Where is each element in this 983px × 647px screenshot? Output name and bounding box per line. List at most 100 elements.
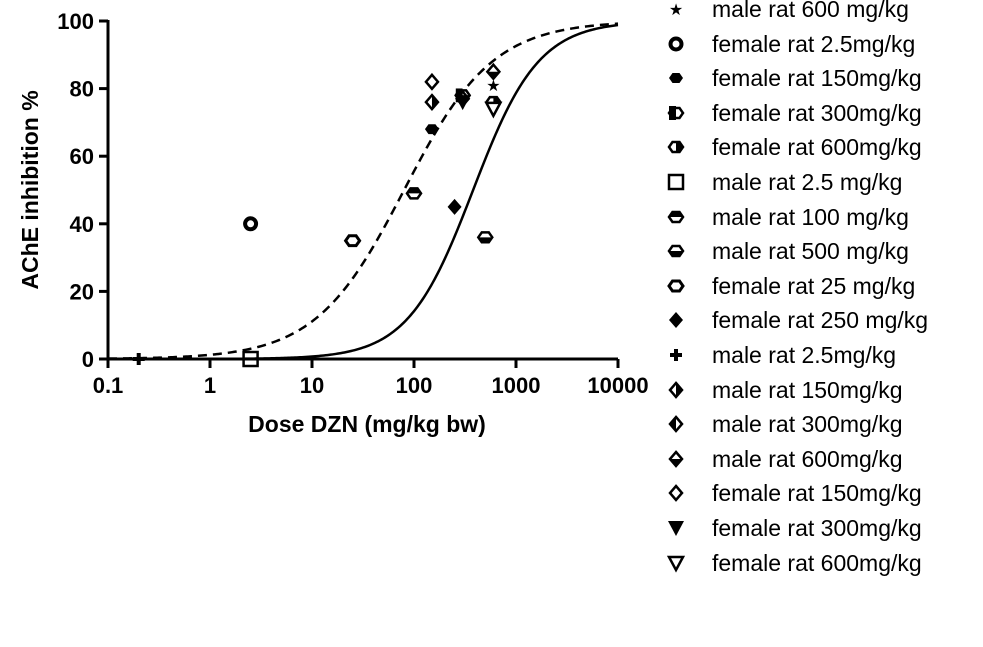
legend-marker: ★ (669, 0, 683, 19)
legend-label: male rat 2.5mg/kg (712, 341, 897, 368)
legend-marker-shape (668, 520, 684, 536)
legend-label: female rat 150mg/kg (712, 480, 922, 507)
legend-marker-shape (668, 484, 684, 503)
legend-marker (667, 279, 685, 293)
x-tick-label: 0.1 (93, 373, 124, 398)
legend-label: female rat 250 mg/kg (712, 307, 929, 334)
legend-marker (668, 484, 684, 503)
legend-item: female rat 600mg/kg (660, 129, 983, 164)
legend-label: female rat 300mg/kg (712, 514, 922, 541)
y-tick-label: 100 (57, 9, 94, 34)
data-point (424, 72, 440, 91)
legend-item: female rat 150mg/kg (660, 60, 983, 95)
legend-item: female rat 250 mg/kg (660, 302, 983, 337)
svg-text:★: ★ (486, 76, 500, 95)
legend-marker-shape (667, 244, 685, 258)
legend-marker-shape (667, 141, 685, 154)
x-tick-label: 1 (204, 373, 216, 398)
legend-label: male rat 150mg/kg (712, 376, 903, 403)
legend-item: male rat 2.5 mg/kg (660, 164, 983, 199)
legend-item: female rat 600mg/kg (660, 545, 983, 580)
legend-item: male rat 500 mg/kg (660, 233, 983, 268)
legend-item: male rat 2.5mg/kg (660, 337, 983, 372)
legend-marker (667, 244, 685, 258)
legend-item: female rat 2.5mg/kg (660, 26, 983, 61)
legend-item: male rat 150mg/kg (660, 372, 983, 407)
legend-marker-shape (668, 380, 684, 399)
fitted-curves (107, 22, 619, 361)
legend-label: female rat 300mg/kg (712, 99, 922, 126)
legend-marker-shape (668, 449, 684, 468)
legend-marker-shape (669, 312, 683, 329)
legend-item: female rat 300mg/kg (660, 95, 983, 130)
legend-item: male rat 600mg/kg (660, 441, 983, 476)
y-tick-label: 60 (70, 144, 94, 169)
chart-legend: ★ male rat 600 mg/kg female rat 2.5mg/kg fe… (660, 0, 983, 579)
x-tick-label: 10000 (587, 373, 648, 398)
legend-marker (667, 141, 685, 154)
legend-item: male rat 100 mg/kg (660, 199, 983, 234)
legend-marker (669, 312, 683, 329)
data-point (454, 95, 471, 111)
legend-marker-shape (667, 210, 685, 223)
y-tick-label: 40 (70, 212, 94, 237)
legend-item: ★ male rat 600 mg/kg (660, 0, 983, 26)
legend-marker (668, 520, 684, 536)
data-point (447, 198, 462, 215)
data-point (485, 62, 502, 81)
data-point (243, 216, 259, 232)
legend-marker-shape (669, 73, 683, 84)
legend-marker (668, 36, 684, 52)
data-point (132, 353, 145, 365)
legend-item: male rat 300mg/kg (660, 406, 983, 441)
legend-label: male rat 500 mg/kg (712, 238, 909, 265)
svg-text:★: ★ (669, 0, 683, 19)
legend-item: female rat 300mg/kg (660, 510, 983, 545)
legend-marker (666, 555, 686, 573)
data-point (424, 124, 439, 135)
solid-fit-curve (107, 23, 619, 361)
legend-marker-shape (668, 415, 684, 434)
legend-marker (670, 348, 682, 361)
legend-marker (667, 173, 685, 191)
legend-label: female rat 2.5mg/kg (712, 30, 916, 57)
legend-marker (668, 415, 684, 434)
y-axis-label: AChE inhibition % (17, 90, 43, 289)
legend-marker (668, 449, 684, 468)
legend-marker-shape: ★ (669, 0, 683, 19)
chart-axes: 0 20 40 60 80 100 0.1 1 10 100 1000 10000 (57, 9, 648, 398)
data-point (242, 350, 259, 368)
data-point (343, 234, 362, 248)
x-tick-label: 100 (396, 373, 433, 398)
data-point (424, 93, 440, 112)
legend-label: female rat 600mg/kg (712, 549, 922, 576)
legend-label: female rat 150mg/kg (712, 65, 922, 92)
legend-item: female rat 150mg/kg (660, 475, 983, 510)
y-tick-label: 20 (70, 279, 94, 304)
legend-label: male rat 100 mg/kg (712, 203, 909, 230)
y-tick-label: 0 (82, 347, 94, 372)
legend-marker (667, 102, 685, 124)
legend-marker-shape (668, 36, 684, 52)
legend-marker-shape (667, 106, 685, 120)
data-points: ★ (132, 62, 503, 368)
x-tick-label: 1000 (492, 373, 541, 398)
legend-marker-shape (667, 279, 685, 293)
y-tick-label: 80 (70, 77, 94, 102)
data-point (484, 101, 503, 119)
legend-marker-shape (666, 555, 686, 573)
chart-plot: 0 20 40 60 80 100 0.1 1 10 100 1000 10000 ★ Dose DZ… (17, 9, 649, 437)
legend-label: female rat 25 mg/kg (712, 272, 916, 299)
legend-marker (668, 380, 684, 399)
data-point: ★ (486, 76, 500, 95)
legend-marker-shape (670, 348, 682, 361)
legend-label: male rat 2.5 mg/kg (712, 168, 903, 195)
legend-label: female rat 600mg/kg (712, 134, 922, 161)
legend-label: male rat 600mg/kg (712, 445, 903, 472)
legend-item: female rat 25 mg/kg (660, 268, 983, 303)
x-axis-label: Dose DZN (mg/kg bw) (248, 411, 486, 437)
dashed-fit-curve (107, 22, 619, 360)
data-point (405, 187, 423, 200)
legend-marker (667, 210, 685, 223)
data-point (476, 231, 494, 244)
